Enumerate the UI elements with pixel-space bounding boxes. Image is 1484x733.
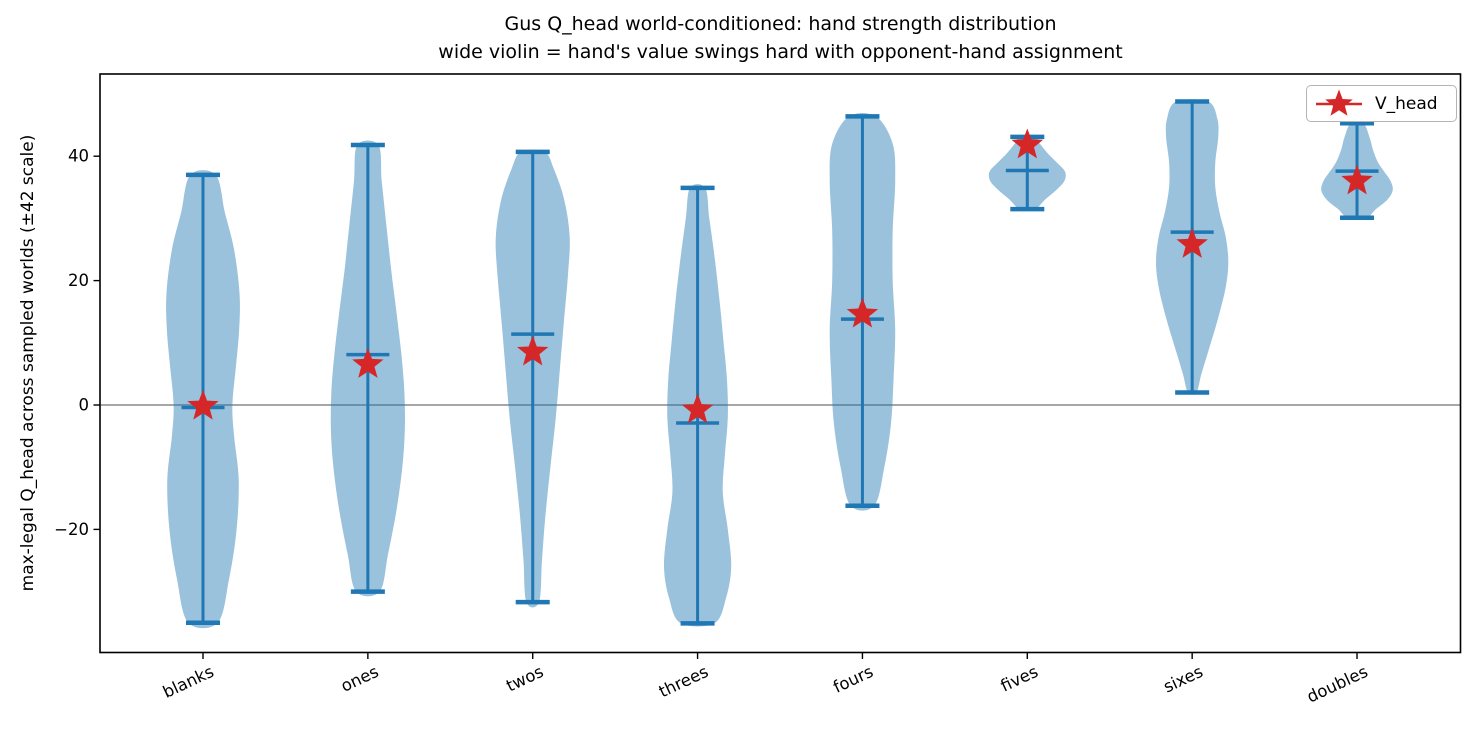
vhead-star-sixes (1176, 228, 1208, 258)
chart-title-line1: Gus Q_head world-conditioned: hand stren… (504, 13, 1057, 35)
chart-title-line2: wide violin = hand's value swings hard w… (438, 41, 1123, 63)
ytick-label-20: 20 (68, 271, 89, 290)
vhead-star-blanks (187, 389, 219, 420)
plot-border (99, 73, 1462, 654)
xtick-label-threes: threes (656, 662, 711, 701)
xtick-label-twos: twos (503, 662, 546, 696)
xtick-label-ones: ones (338, 662, 382, 696)
ytick-label-40: 40 (68, 147, 89, 166)
vhead-star-ones (352, 348, 384, 378)
xtick-label-doubles: doubles (1304, 662, 1371, 707)
xtick-label-fives: fives (998, 662, 1041, 696)
chart-title: Gus Q_head world-conditioned: hand stren… (100, 10, 1461, 66)
ytick-label-0: 0 (79, 396, 90, 415)
vhead-star-twos (517, 335, 549, 366)
ytick-label--20: −20 (54, 520, 89, 539)
xtick-label-fours: fours (830, 662, 876, 697)
vhead-star-icon (1316, 89, 1362, 116)
vhead-star-doubles (1341, 164, 1373, 195)
xtick-label-sixes: sixes (1160, 662, 1205, 697)
vhead-star-fives (1011, 128, 1043, 159)
legend-label: V_head (1375, 93, 1438, 114)
xtick-label-blanks: blanks (160, 662, 217, 702)
legend: V_head (1306, 85, 1457, 122)
legend-star-glyph (1325, 89, 1353, 116)
vhead-star-fours (846, 297, 879, 328)
vhead-star-threes (681, 393, 714, 424)
